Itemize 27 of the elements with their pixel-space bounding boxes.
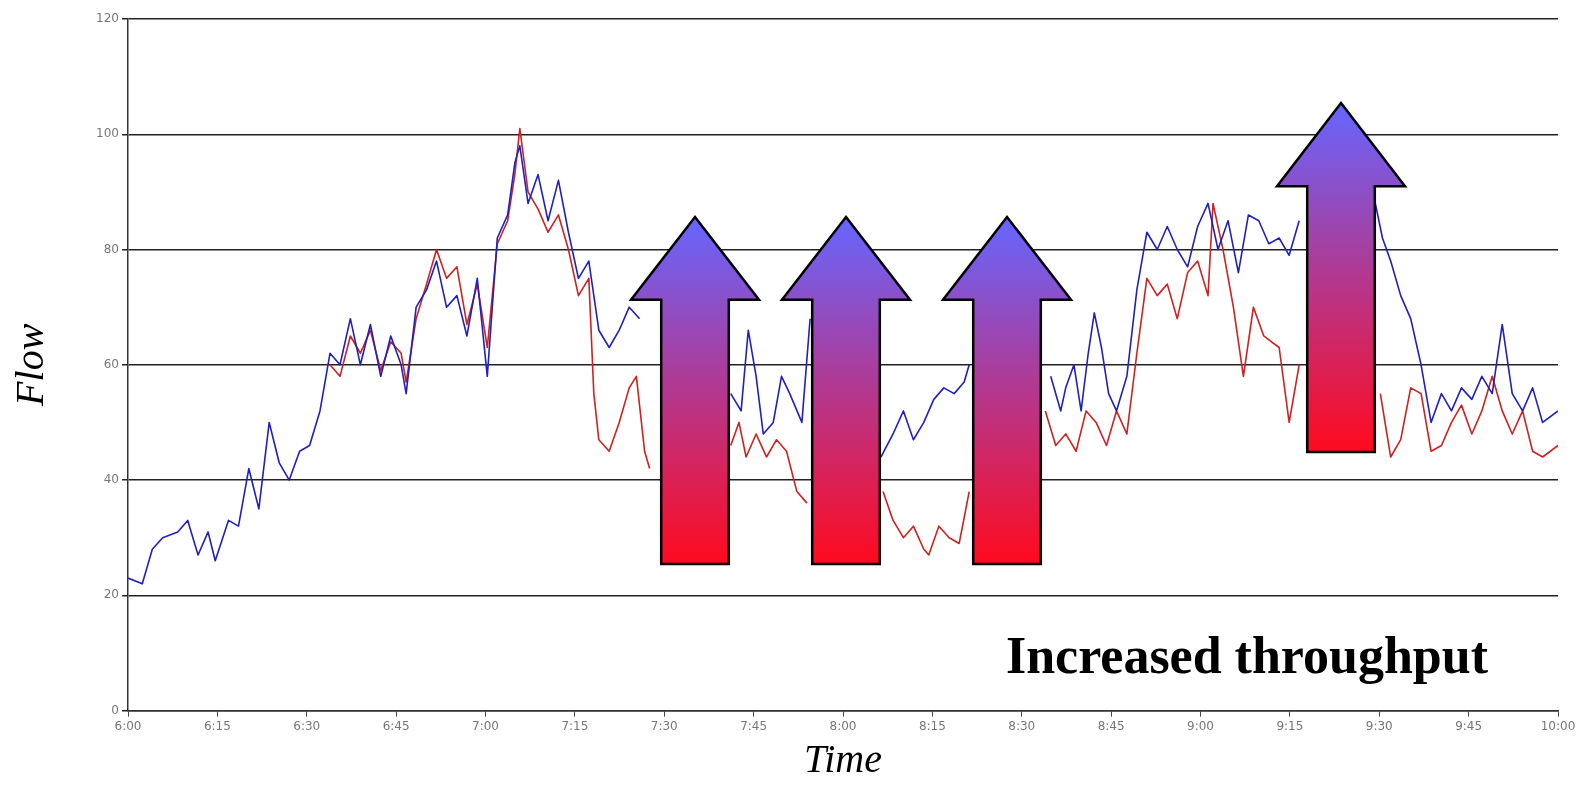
- x-tick-label: 8:00: [829, 718, 857, 733]
- x-tick-label: 7:00: [472, 718, 499, 733]
- x-tick-label: 8:15: [918, 718, 946, 733]
- x-tick-label: 9:45: [1455, 718, 1483, 733]
- y-tick-label: 100: [96, 126, 119, 141]
- y-tick-label: 40: [103, 472, 119, 487]
- y-tick-label: 80: [103, 241, 119, 256]
- x-tick-label: 8:30: [1008, 718, 1036, 733]
- x-tick-label: 10:00: [1540, 718, 1576, 733]
- y-tick-label: 60: [103, 356, 119, 371]
- x-tick-label: 8:45: [1097, 718, 1125, 733]
- x-tick-label: 7:15: [561, 718, 589, 733]
- y-tick-label: 20: [103, 587, 119, 602]
- x-tick-label: 6:30: [293, 718, 321, 733]
- x-tick-label: 6:15: [203, 718, 231, 733]
- x-tick-label: 7:45: [740, 718, 768, 733]
- x-tick-label: 9:15: [1276, 718, 1304, 733]
- x-tick-label: 6:45: [382, 718, 410, 733]
- x-tick-label: 6:00: [114, 718, 142, 733]
- x-tick-label: 9:30: [1365, 718, 1393, 733]
- y-tick-label: 0: [111, 702, 119, 717]
- annotation: Increased throughput: [1005, 626, 1489, 684]
- x-tick-label: 9:00: [1187, 718, 1214, 733]
- x-axis-title: Time: [804, 735, 882, 781]
- y-axis-title: Flow: [6, 323, 52, 407]
- x-tick-label: 7:30: [650, 718, 678, 733]
- y-tick-label: 120: [96, 11, 119, 26]
